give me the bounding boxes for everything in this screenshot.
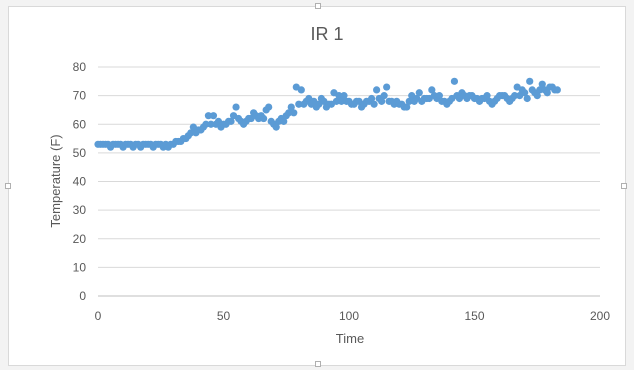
data-point xyxy=(483,92,491,100)
data-point xyxy=(209,112,218,120)
x-axis-title: Time xyxy=(336,331,364,346)
x-tick-label: 0 xyxy=(95,309,102,323)
data-point xyxy=(332,97,341,105)
data-point xyxy=(380,92,388,100)
x-tick-label: 50 xyxy=(217,309,231,323)
x-tick-label: 150 xyxy=(464,309,484,323)
y-tick-label: 10 xyxy=(73,260,87,274)
y-tick-label: 20 xyxy=(73,232,87,246)
data-point xyxy=(337,97,346,105)
data-point xyxy=(511,92,519,100)
resize-handle-bottom[interactable] xyxy=(315,361,321,367)
y-axis-ticks: 0 10 20 30 40 50 60 70 80 xyxy=(73,60,87,303)
x-tick-label: 200 xyxy=(590,309,610,323)
data-point xyxy=(450,77,459,85)
x-tick-label: 100 xyxy=(339,309,359,323)
data-point xyxy=(383,83,391,91)
data-point xyxy=(295,100,303,108)
data-point xyxy=(370,100,378,108)
data-point xyxy=(533,92,541,100)
data-point xyxy=(403,103,411,111)
y-tick-label: 30 xyxy=(73,203,87,217)
y-tick-label: 60 xyxy=(73,117,87,131)
resize-handle-right[interactable] xyxy=(621,183,627,189)
gridlines xyxy=(98,66,600,297)
data-point xyxy=(526,77,534,85)
data-point xyxy=(232,103,240,111)
data-point xyxy=(272,123,280,131)
data-point xyxy=(265,103,273,111)
data-point xyxy=(435,92,443,100)
data-point xyxy=(335,92,343,100)
data-series xyxy=(94,77,561,151)
data-point xyxy=(280,117,288,125)
chart-title: IR 1 xyxy=(310,24,343,44)
y-tick-label: 80 xyxy=(73,60,87,74)
chart-area[interactable] xyxy=(5,3,627,367)
data-point xyxy=(405,97,413,105)
y-tick-label: 0 xyxy=(79,289,86,303)
data-point xyxy=(227,117,235,125)
x-axis-ticks: 0 50 100 150 200 xyxy=(95,309,611,323)
y-tick-label: 50 xyxy=(73,146,87,160)
data-point xyxy=(367,94,376,103)
data-point xyxy=(290,109,298,117)
data-point xyxy=(285,109,293,117)
data-point xyxy=(378,97,386,105)
data-point xyxy=(428,86,436,94)
resize-handle-left[interactable] xyxy=(5,183,11,189)
data-point xyxy=(187,129,195,137)
data-point xyxy=(521,89,529,97)
resize-handle-top[interactable] xyxy=(315,3,321,9)
data-point xyxy=(260,114,268,123)
data-point xyxy=(538,80,546,88)
data-point xyxy=(297,86,305,94)
y-tick-label: 70 xyxy=(73,89,87,103)
data-point xyxy=(523,94,531,103)
data-point xyxy=(204,112,213,120)
data-point xyxy=(373,86,381,94)
y-tick-label: 40 xyxy=(73,175,87,189)
data-point xyxy=(202,120,210,128)
y-axis-title: Temperature (F) xyxy=(48,134,63,227)
data-point xyxy=(553,86,561,94)
data-point xyxy=(287,103,295,111)
data-point xyxy=(536,86,544,94)
data-point xyxy=(340,92,348,100)
data-point xyxy=(543,89,551,97)
data-point xyxy=(207,120,215,128)
data-point xyxy=(415,89,423,97)
